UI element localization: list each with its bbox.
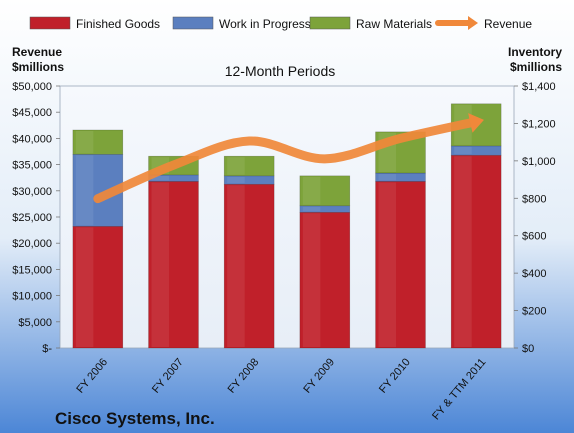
bar-sheen bbox=[454, 146, 472, 155]
legend-item: Finished Goods bbox=[29, 16, 160, 31]
left-tick-label: $10,000 bbox=[12, 291, 52, 303]
bar-segment bbox=[223, 155, 275, 177]
company-name: Cisco Systems, Inc. bbox=[55, 409, 215, 428]
left-tick-label: $30,000 bbox=[12, 186, 52, 198]
bar-sheen bbox=[454, 156, 472, 347]
bar-segment bbox=[299, 212, 351, 349]
bar-sheen bbox=[227, 157, 245, 175]
right-tick-label: $600 bbox=[522, 231, 546, 243]
bar-sheen bbox=[75, 155, 94, 226]
left-tick-label: $15,000 bbox=[12, 264, 52, 276]
legend-swatch bbox=[309, 16, 351, 30]
bar-segment bbox=[450, 154, 502, 349]
bar-sheen bbox=[75, 130, 94, 154]
legend-item: Revenue bbox=[435, 16, 532, 31]
bar-sheen bbox=[227, 185, 245, 347]
legend-label: Work in Progress bbox=[219, 17, 311, 31]
right-tick-label: $400 bbox=[522, 268, 546, 280]
bar-sheen bbox=[302, 206, 321, 212]
left-tick-label: $40,000 bbox=[12, 133, 52, 145]
left-tick-label: $50,000 bbox=[12, 81, 52, 93]
bar-sheen bbox=[378, 182, 397, 347]
bar-segment bbox=[375, 181, 426, 349]
bar-sheen bbox=[302, 213, 321, 347]
legend-label: Revenue bbox=[484, 17, 532, 31]
bar-sheen bbox=[302, 176, 321, 205]
revenue-arrowhead bbox=[468, 113, 484, 133]
legend-label: Raw Materials bbox=[356, 17, 432, 31]
legend-item: Work in Progress bbox=[172, 16, 311, 31]
left-axis-ticks: $- $5,000 $10,000 $15,000 $20,000 $25,000 $30,… bbox=[12, 81, 60, 355]
bar-segment bbox=[299, 175, 351, 207]
legend-swatch-arrow bbox=[468, 16, 478, 30]
left-axis-label: Revenue $millions bbox=[12, 45, 64, 74]
right-tick-label: $1,000 bbox=[522, 156, 556, 168]
legend: Finished Goods Work in Progress Raw Materi… bbox=[29, 16, 532, 31]
right-tick-label: $800 bbox=[522, 193, 546, 205]
bar-sheen bbox=[227, 176, 245, 184]
bar-segment bbox=[72, 129, 124, 155]
right-tick-label: $1,400 bbox=[522, 81, 556, 93]
legend-swatch bbox=[172, 16, 214, 30]
revenue-series bbox=[93, 113, 484, 204]
legend-item: Raw Materials bbox=[309, 16, 432, 31]
right-tick-label: $0 bbox=[522, 343, 534, 355]
bar-segment bbox=[223, 183, 275, 349]
bar-sheen bbox=[151, 182, 170, 347]
left-tick-label: $25,000 bbox=[12, 212, 52, 224]
legend-swatch bbox=[29, 16, 71, 30]
bar-segment bbox=[72, 226, 124, 349]
left-tick-label: $20,000 bbox=[12, 238, 52, 250]
right-tick-label: $1,200 bbox=[522, 118, 556, 130]
bars bbox=[72, 103, 502, 349]
revenue-line bbox=[93, 117, 481, 204]
chart-title: 12-Month Periods bbox=[225, 63, 336, 79]
bar-segment bbox=[148, 181, 199, 349]
bar-sheen bbox=[151, 175, 170, 181]
left-tick-label: $5,000 bbox=[18, 317, 52, 329]
legend-label: Finished Goods bbox=[76, 17, 160, 31]
left-tick-label: $- bbox=[42, 343, 52, 355]
right-axis-label: Inventory $millions bbox=[508, 45, 562, 74]
bar-sheen bbox=[75, 227, 94, 347]
right-tick-label: $200 bbox=[522, 306, 546, 318]
right-axis-ticks: $0 $200 $400 $600 $800 $1,000 $1,200 $1,400 bbox=[514, 81, 556, 355]
bar-sheen bbox=[378, 174, 397, 181]
left-tick-label: $45,000 bbox=[12, 107, 52, 119]
left-tick-label: $35,000 bbox=[12, 160, 52, 172]
